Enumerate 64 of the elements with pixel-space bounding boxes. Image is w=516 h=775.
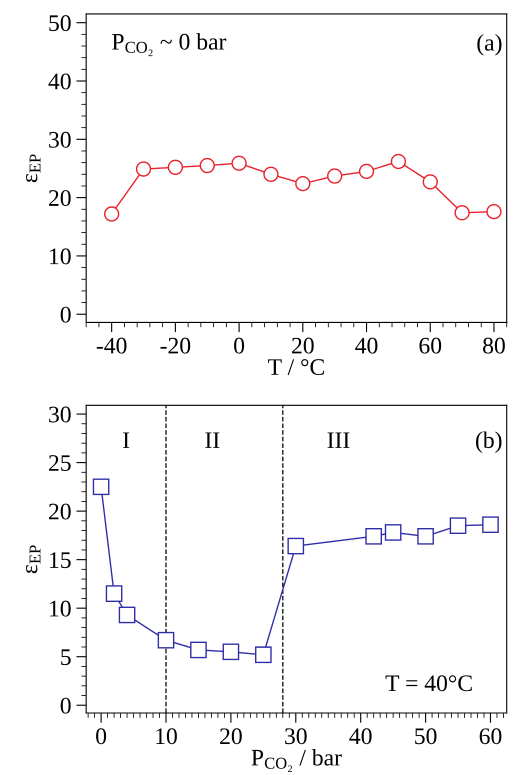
x-tick-label: 40: [349, 728, 372, 744]
point: [422, 174, 438, 190]
point: [327, 168, 342, 184]
point: [365, 528, 382, 545]
point: [118, 606, 136, 624]
point: [450, 517, 466, 534]
point: [390, 154, 406, 170]
point: [168, 160, 184, 175]
x-tick-label: 60: [419, 338, 442, 354]
x-tick-label: 10: [156, 728, 177, 744]
point: [287, 538, 304, 554]
y-tick-label: 10: [50, 248, 71, 264]
y-axis-title: ε$_{EP}$: [26, 545, 40, 574]
y-tick-label: 5: [61, 649, 71, 666]
x-axis-title: T / °C: [268, 359, 324, 376]
x-tick-label: 60: [480, 728, 502, 744]
point: [263, 166, 279, 182]
x-tick-label: 0: [234, 338, 244, 354]
point: [92, 478, 110, 496]
point: [384, 524, 402, 541]
y-tick-label: 0: [60, 698, 71, 714]
x-tick-label: 0: [96, 728, 106, 744]
x-tick-label: 50: [415, 728, 436, 744]
point: [358, 164, 374, 180]
point: [190, 642, 207, 658]
point: [482, 516, 499, 534]
annotation: P$_{CO₂}$ ~ 0 bar: [112, 33, 226, 56]
y-tick-label: 30: [49, 132, 71, 148]
x-tick-label: 30: [285, 728, 307, 744]
x-tick-label: 20: [220, 728, 242, 744]
x-tick-label: 80: [483, 338, 505, 354]
point: [231, 156, 247, 171]
annotation: I: [123, 432, 130, 448]
annotation: III: [328, 432, 350, 448]
annotation: T = 40°C: [386, 675, 472, 692]
point: [158, 632, 174, 649]
point: [295, 176, 310, 192]
point: [486, 204, 502, 220]
y-tick-label: 20: [49, 504, 71, 520]
x-tick-label: -20: [160, 338, 190, 354]
point: [136, 161, 152, 177]
y-tick-label: 50: [49, 15, 71, 32]
x-axis-title: P$_{CO₂}$ / bar: [252, 748, 342, 772]
point: [200, 158, 215, 174]
y-tick-label: 10: [50, 600, 71, 617]
y-tick-label: 20: [49, 190, 71, 206]
annotation: (a): [477, 34, 502, 56]
y-tick-label: 0: [60, 306, 71, 323]
point: [454, 205, 470, 220]
x-tick-label: -40: [96, 338, 126, 354]
y-tick-label: 40: [48, 73, 71, 90]
x-tick-label: 20: [292, 338, 314, 354]
y-tick-label: 25: [49, 455, 71, 472]
annotation: II: [205, 432, 220, 448]
point: [417, 528, 434, 545]
point: [222, 644, 240, 660]
x-tick-label: 40: [355, 338, 378, 354]
point: [255, 646, 272, 664]
point: [104, 206, 120, 222]
y-tick-label: 15: [50, 552, 71, 568]
y-axis-title: ε$_{EP}$: [26, 154, 40, 182]
annotation: (b): [476, 432, 502, 453]
point: [106, 585, 122, 602]
y-tick-label: 30: [49, 406, 71, 422]
